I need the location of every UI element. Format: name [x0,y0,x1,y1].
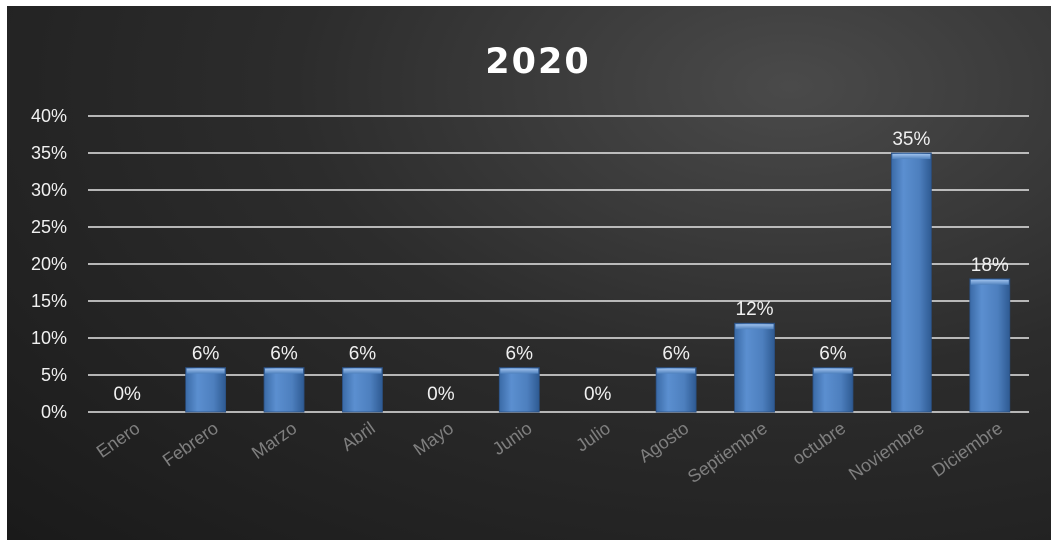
bar [890,152,932,413]
y-tick-label: 20% [31,254,67,274]
bar [263,367,305,413]
x-tick-label: Febrero [159,418,222,471]
y-axis-tick-labels: 0% 5% 10% 15% 20% 25% 30% 35% 40% [31,106,67,422]
data-label: 6% [270,344,298,365]
x-tick-label: Septiembre [684,418,771,487]
y-tick-label: 15% [31,291,67,311]
x-tick-label: Julio [572,418,614,456]
bar [969,278,1011,413]
y-tick-label: 5% [41,365,67,385]
y-tick-label: 40% [31,106,67,126]
y-tick-label: 0% [41,402,67,422]
x-tick-label: octubre [789,418,850,469]
data-label: 12% [736,299,774,320]
data-label: 6% [506,344,534,365]
data-label: 35% [892,129,930,150]
data-label: 6% [819,344,847,365]
gridlines [88,115,1029,413]
chart-area: 2020 0% 5% 10% 15% 20% 25% 30% 35% 40% 0% 6% 6% 6% 0… [7,6,1051,540]
bar [498,367,540,413]
x-tick-label: Noviembre [845,418,928,484]
x-tick-label: Abril [338,418,379,455]
bar-chart: 2020 0%5%10%15%20%25%30%35%40% 0%6% 6% 6%0… [31,42,1029,487]
data-label: 0% [584,384,612,405]
x-tick-label: Agosto [635,418,692,467]
x-tick-label: Enero [93,418,144,462]
y-tick-label: 25% [31,217,67,237]
data-label: 0% [427,384,455,405]
x-tick-label: Junio [489,418,536,459]
y-tick-label: 35% [31,143,67,163]
y-tick-label: 10% [31,328,67,348]
bar [185,367,227,413]
data-label: 6% [349,344,377,365]
bar [812,367,854,413]
data-labels: 0% 6% 6% 6% 0% 6% 0% 6% 12% 6% 35% 18% [113,129,1008,405]
bar [655,367,697,413]
bar [734,322,775,413]
y-tick-label: 30% [31,180,67,200]
data-label: 6% [662,344,690,365]
x-tick-label: Marzo [248,418,300,463]
data-label: 6% [192,344,220,365]
bar [342,367,383,413]
x-tick-label: Mayo [410,418,458,460]
data-label: 18% [971,255,1009,276]
bars [185,152,1011,413]
chart-title: 2020 [485,42,590,82]
data-label: 0% [113,384,141,405]
x-axis-tick-labels: Enero Febrero Marzo Abril Mayo Junio Julio Agos… [93,418,1006,487]
x-tick-label: Diciembre [928,418,1006,481]
